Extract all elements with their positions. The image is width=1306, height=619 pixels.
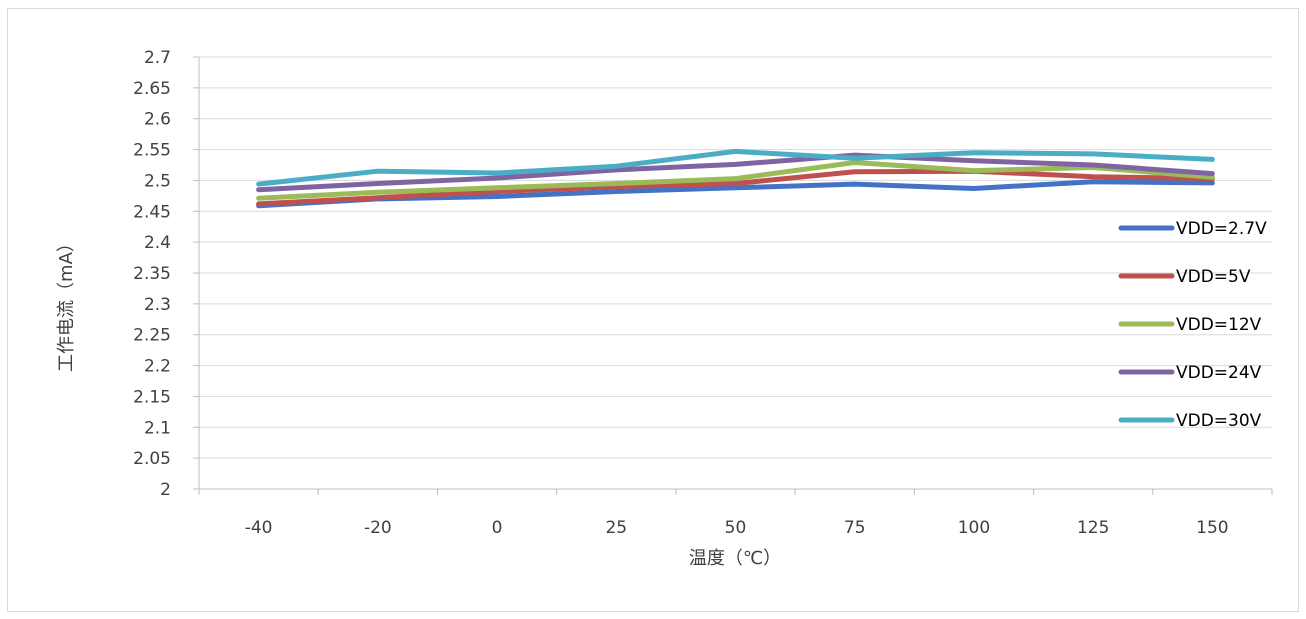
y-tick-label: 2.25 [133, 326, 171, 346]
legend: VDD=2.7V VDD=5V VDD=12V VDD=24V VDD=30V [1118, 219, 1267, 431]
y-tick-label: 2.7 [144, 48, 171, 68]
x-tick-label: 50 [725, 518, 747, 538]
legend-label: VDD=24V [1176, 363, 1262, 383]
series-lines [256, 148, 1215, 209]
y-tick-label: 2.35 [133, 264, 171, 284]
y-tick-label: 2.1 [144, 418, 171, 438]
x-tick-label: 75 [844, 518, 866, 538]
chart-frame [7, 8, 1299, 612]
y-tick-label: 2.05 [133, 449, 171, 469]
series-line-4 [256, 152, 1215, 193]
x-tick-label: 150 [1196, 518, 1228, 538]
series-line-2 [256, 168, 1215, 207]
y-tick-label: 2.4 [144, 233, 171, 253]
series-line-5 [256, 148, 1215, 187]
y-tick-label: 2.2 [144, 357, 171, 377]
x-tick-label: 0 [492, 518, 503, 538]
series-line-3 [256, 160, 1215, 201]
y-tick-label: 2.15 [133, 387, 171, 407]
legend-label: VDD=12V [1176, 315, 1262, 335]
x-tick-labels: -40 -20 0 25 50 75 100 125 150 [245, 518, 1229, 538]
x-tick-label: 125 [1077, 518, 1109, 538]
axes [193, 56, 1273, 495]
legend-label: VDD=30V [1176, 411, 1262, 431]
x-tick-label: 100 [958, 518, 990, 538]
y-tick-label: 2.65 [133, 79, 171, 99]
y-axis-title: 工作电流（mA） [56, 234, 77, 372]
x-axis-title: 温度（℃） [689, 548, 781, 569]
gridlines [199, 56, 1272, 459]
y-tick-label: 2.6 [144, 110, 171, 130]
y-tick-labels: 2 2.05 2.1 2.15 2.2 2.25 2.3 2.35 2.4 2.45 2.5 2.55… [133, 48, 171, 500]
x-tick-label: -40 [245, 518, 273, 538]
x-tick-label: 25 [605, 518, 627, 538]
y-tick-label: 2.55 [133, 141, 171, 161]
x-tick-label: -20 [364, 518, 392, 538]
legend-label: VDD=2.7V [1176, 219, 1267, 239]
y-tick-label: 2.45 [133, 202, 171, 222]
y-tick-label: 2.3 [144, 295, 171, 315]
y-tick-label: 2 [160, 480, 171, 500]
y-tick-label: 2.5 [144, 171, 171, 191]
legend-label: VDD=5V [1176, 267, 1251, 287]
